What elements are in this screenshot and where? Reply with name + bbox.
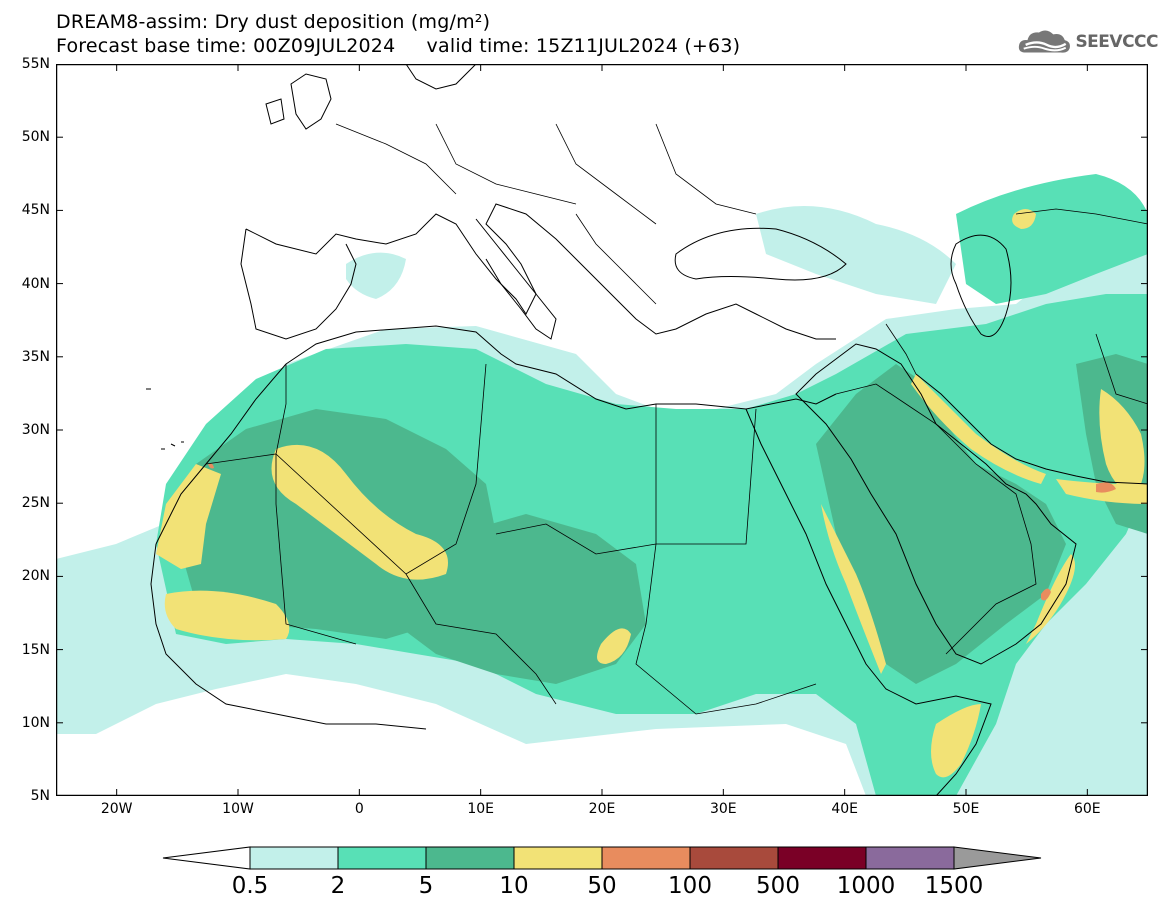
dust-band-5-arabia [816,364,1066,684]
colorbar-cell [601,846,691,870]
colorbar-level-label: 2 [330,873,346,899]
lon-label: 30E [709,801,737,817]
colorbar-over-triangle [953,846,1042,870]
border-saudi [835,383,1037,655]
iran-coastline [915,373,1148,485]
dust-band-2-caspian [956,174,1148,304]
dust-band-5-central [386,514,646,684]
lat-label: 40N [21,275,50,292]
dust-band-10-iran [1099,389,1148,504]
red-sea-west-coast [745,408,992,796]
colorbar-cell [337,846,427,870]
border-sudan [635,543,817,715]
lat-label: 50N [21,129,50,146]
coastlines [146,64,1148,796]
lat-label: 5N [30,788,50,804]
dust-band-10-yemen [1026,554,1075,644]
europe-coastline [245,203,836,340]
dust-band-10-somalia [931,704,981,778]
logo-label: SEEVCCC [1075,32,1158,52]
dust-band-0-5-caspian [756,206,956,304]
dust-band-10-sahel [164,590,290,641]
lat-label: 45N [21,202,50,219]
lon-label: 0 [354,801,364,817]
dust-band-10-chad [597,628,631,664]
dust-band-50-mauritania [208,463,214,469]
dust-band-0-5-iberia [346,252,406,299]
colorbar-cell [513,846,603,870]
colorbar-cell [777,846,867,870]
iberia-coastline [240,228,357,340]
lon-label: 20E [588,801,616,817]
colorbar-under-triangle [162,846,251,870]
british-isles-coastline [265,73,332,130]
border-iran-afghan [1095,333,1148,405]
scandinavia-coastline [405,64,477,90]
colorbar-level-label: 100 [668,873,712,899]
arabia-coastline [795,343,1077,665]
colorbar-level-label: 0.5 [231,873,269,899]
border-niger-chad [405,573,557,705]
dust-band-50-yemen [1041,588,1051,601]
lon-label: 50E [952,801,980,817]
lat-label: 55N [21,56,50,72]
longitude-ticks [116,64,1088,796]
lat-label: 20N [21,568,50,585]
border-europe-1 [335,123,757,225]
lon-label: 10E [467,801,494,817]
colorbar-level-label: 5 [418,873,434,899]
colorbar [162,846,1042,870]
dust-band-10-redsea [821,504,886,674]
border-libya-chad [495,523,657,555]
colorbar-level-label: 10 [499,873,529,899]
colorbar-cell [865,846,955,870]
colorbar-level-label: 1500 [924,873,984,899]
caspian-coastline [950,234,1012,337]
lat-label: 10N [21,714,50,731]
dust-band-50-iran [1096,482,1116,493]
map-title: DREAM8-assim: Dry dust deposition (mg/m²… [56,11,491,33]
lat-label: 25N [21,495,50,512]
colorbar-cell [249,846,339,870]
latitude-ticks [56,64,1148,796]
canary-islands [146,388,184,450]
seevccc-logo: SEEVCCC [1018,24,1158,60]
lon-label: 10W [222,801,254,817]
black-sea-coastline [674,227,847,281]
dust-deposition-map [56,64,1148,796]
map-subtitle: Forecast base time: 00Z09JUL2024 valid t… [56,35,741,57]
dust-deposition-field [56,174,1148,796]
lat-label: 30N [21,422,50,438]
lon-label: 20W [100,801,133,817]
lon-label: 60E [1073,801,1101,817]
colorbar-level-label: 1000 [836,873,896,899]
lat-label: 35N [21,348,50,365]
colorbar-cell [689,846,779,870]
italy-coastline [475,218,557,340]
border-iraq-iran [885,323,917,375]
cloud-icon [1018,30,1070,53]
dust-band-10-gulf [911,374,1046,484]
colorbar-level-label: 50 [587,873,617,899]
dust-band-10-mauritania [271,444,448,580]
lon-label: 40E [831,801,858,817]
country-borders [205,123,1148,715]
colorbar-cell [425,846,515,870]
border-kazakh [1015,208,1148,225]
border-mauritania-mali [205,453,357,645]
lat-label: 15N [21,641,50,658]
colorbar-level-label: 500 [756,873,800,899]
border-libya-egypt [655,404,757,545]
dust-band-10-coast [156,464,221,569]
border-balkans [575,213,657,305]
